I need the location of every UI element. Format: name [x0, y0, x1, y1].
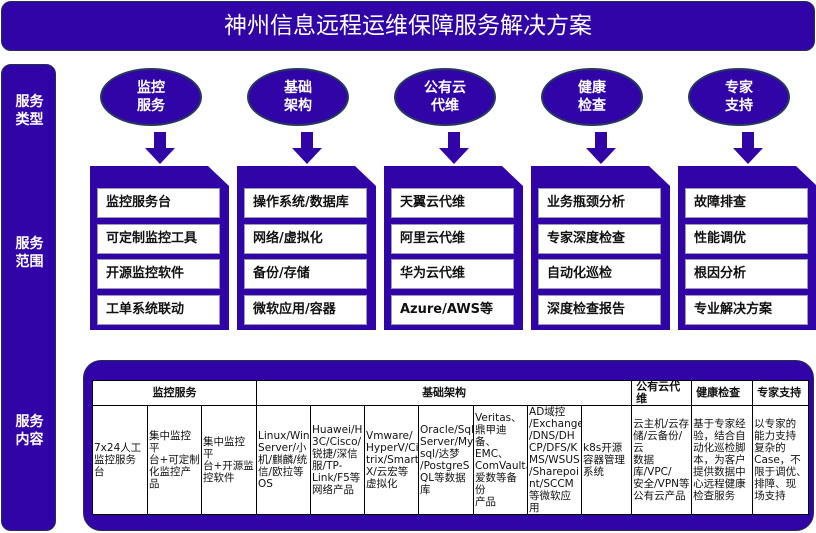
- service-scope-health-check: 业务瓶颈分析 专家深度检查 自动化巡检深度检查报告: [531, 166, 670, 330]
- page-title: 神州信息远程运维保障服务解决方案: [1, 1, 815, 51]
- table-header-expert-support: 专家支持: [752, 380, 810, 406]
- table-cell: Linux/Win Server/小 机/麒麟/统 信/欧拉等 OS: [256, 405, 312, 515]
- scope-item: 专业解决方案: [685, 294, 808, 325]
- table-cell: Vmware/ HyperV/Ci trix/Smart X/云宏等 虚拟化: [364, 405, 420, 515]
- table-cell: Oracle/Sql Server/My sql/达梦 /PostgreS QL…: [418, 405, 475, 515]
- table-cell: 7x24人工 监控服务台: [92, 405, 148, 515]
- table-cell: 集中监控平 台+可定制 化监控产品: [147, 405, 202, 515]
- table-cell: Veritas、 鼎甲迪备、 EMC、 ComVault、 爱数等备份 产品: [473, 405, 529, 515]
- scope-item: 微软应用/容器: [244, 294, 367, 325]
- arrow-down-icon: [439, 132, 469, 164]
- scope-item: 业务瓶颈分析: [538, 188, 661, 218]
- scope-item: 专家深度检查: [538, 223, 661, 254]
- table-cell: k8s开源 容器管理 系统: [581, 405, 633, 515]
- scope-item: 可定制监控工具: [97, 223, 220, 254]
- side-label-service-type: 服务 类型: [15, 94, 44, 128]
- scope-item: 天翼云代维: [391, 188, 514, 218]
- side-label-column: 服务 类型 服务 范围 服务 内容: [1, 64, 56, 531]
- table-cell: 云主机/云存 储/云备份/云 数据库/VPC/ 安全/VPN等 公有云产品: [631, 405, 693, 515]
- scope-item: 开源监控软件: [97, 259, 220, 289]
- arrow-down-icon: [733, 132, 763, 164]
- table-cell: Huawei/H 3C/Cisco/ 锐捷/深信 服/TP- Link/F5等 …: [310, 405, 366, 515]
- scope-item: 故障排查: [685, 188, 808, 218]
- scope-item: Azure/AWS等: [391, 294, 514, 325]
- arrow-down-icon: [145, 132, 175, 164]
- arrow-down-icon: [292, 132, 322, 164]
- service-scope-monitoring: 监控服务台可定制监控工具 开源监控软件 工单系统联动: [90, 166, 229, 330]
- scope-item: 工单系统联动: [97, 294, 220, 325]
- side-label-service-scope: 服务 范围: [15, 236, 44, 270]
- table-header-infrastructure: 基础架构: [256, 380, 633, 406]
- scope-item: 华为云代维: [391, 259, 514, 289]
- table-cell: AD域控 /Exchange /DNS/DH CP/DFS/K MS/WSUS …: [527, 405, 583, 515]
- table-cell: 基于专家经 验，结合自 动化巡检脚 本，为客户 提供数据中 心远程健康 检查服务: [691, 405, 754, 515]
- scope-item: 备份/存储: [244, 259, 367, 289]
- arrow-down-icon: [586, 132, 616, 164]
- side-label-service-content: 服务 内容: [15, 414, 44, 448]
- scope-item: 网络/虚拟化: [244, 223, 367, 254]
- service-content-table: 监控服务 基础架构 公有云代维 健康检查 专家支持 7x24人工 监控服务台 集中…: [91, 380, 810, 515]
- scope-item: 阿里云代维: [391, 223, 514, 254]
- service-scope-expert-support: 故障排查性能调优根因分析专业解决方案: [678, 166, 816, 330]
- table-cell: 集中监控平 台+开源监 控软件: [200, 405, 258, 515]
- scope-item: 性能调优: [685, 223, 808, 254]
- scope-item: 自动化巡检: [538, 259, 661, 289]
- service-type-infrastructure: 基础 架构: [247, 68, 349, 126]
- table-header-health-check: 健康检查: [691, 380, 754, 406]
- service-type-public-cloud: 公有云 代维: [394, 68, 496, 126]
- service-type-expert-support: 专家 支持: [688, 68, 790, 126]
- table-header-public-cloud: 公有云代维: [631, 380, 693, 406]
- service-type-monitoring: 监控 服务: [100, 68, 202, 126]
- scope-item: 操作系统/数据库: [244, 188, 367, 218]
- service-scope-public-cloud: 天翼云代维阿里云代维华为云代维 Azure/AWS等: [384, 166, 523, 330]
- service-scope-infrastructure: 操作系统/数据库 网络/虚拟化 备份/存储微软应用/容器: [237, 166, 376, 330]
- scope-item: 深度检查报告: [538, 294, 661, 325]
- service-type-health-check: 健康 检查: [541, 68, 643, 126]
- scope-item: 监控服务台: [97, 188, 220, 218]
- table-header-monitoring: 监控服务: [91, 380, 258, 406]
- table-cell: 以专家的 能力支持 复杂的 Case，不 限于调优、 排障、现 场支持: [752, 405, 810, 515]
- scope-item: 根因分析: [685, 259, 808, 289]
